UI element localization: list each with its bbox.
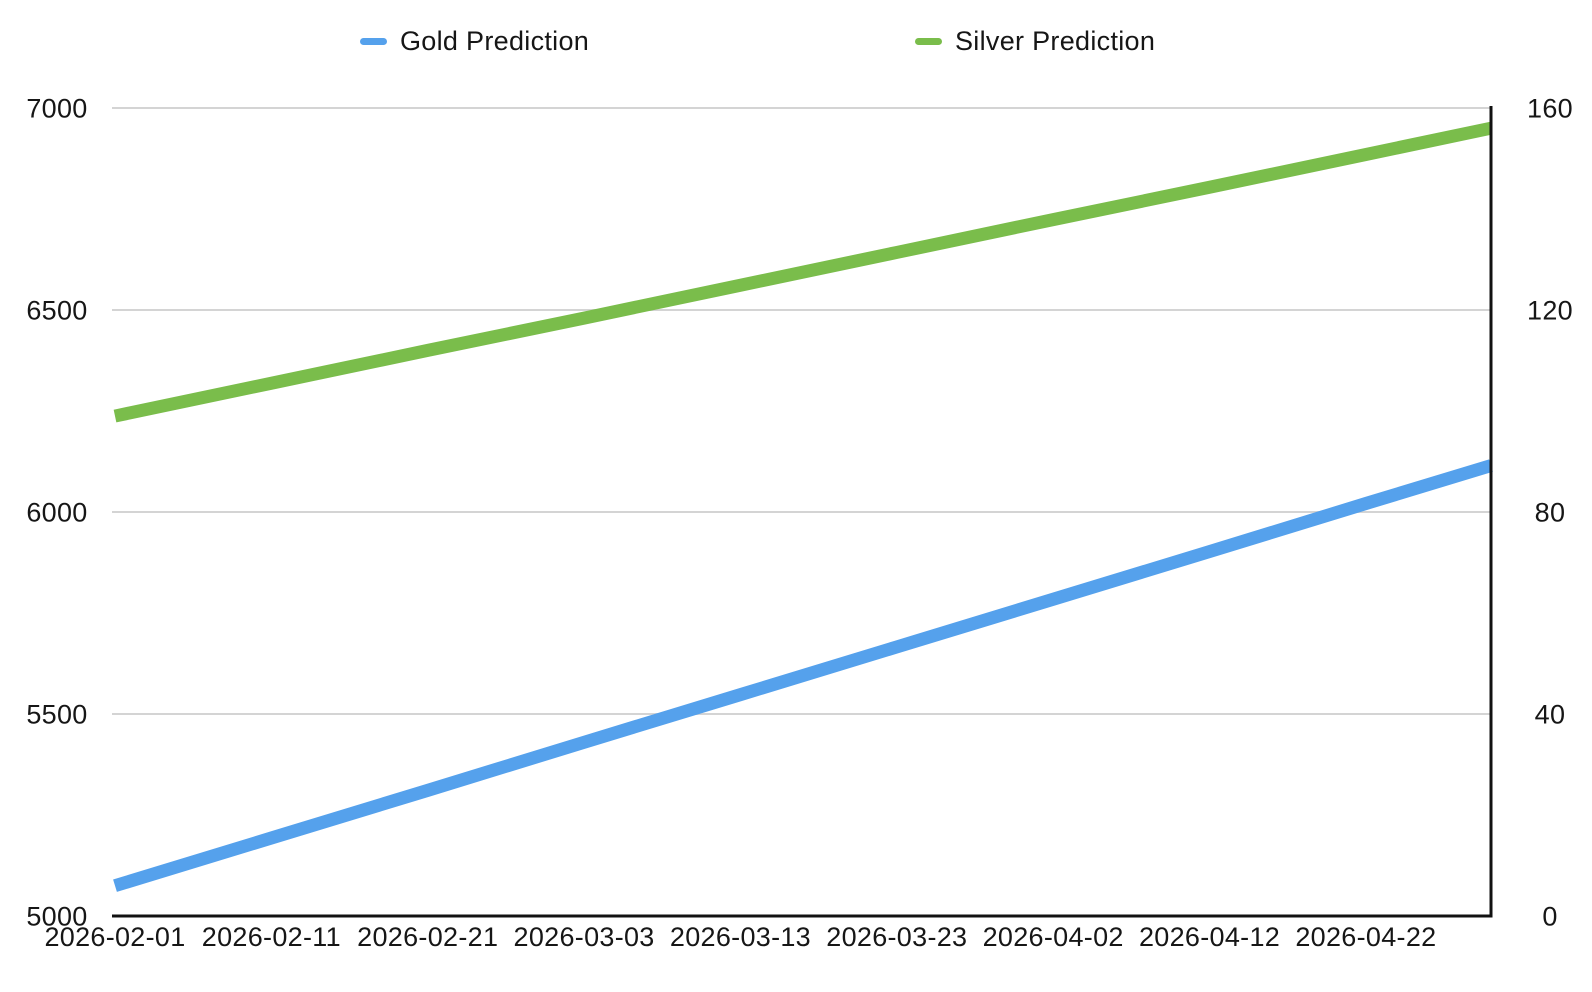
x-axis-tick-label: 2026-03-13 [670, 922, 811, 952]
silver-prediction-line [113, 121, 1493, 423]
x-axis-tick-label: 2026-04-02 [983, 922, 1124, 952]
x-axis-tick-label: 2026-03-03 [514, 922, 655, 952]
x-axis-tick-label: 2026-03-23 [826, 922, 967, 952]
silver-legend-dash-icon [915, 37, 942, 45]
right-axis-tick-label: 80 [1535, 498, 1566, 528]
right-axis-tick-label: 40 [1535, 700, 1566, 730]
legend-item-silver-prediction[interactable]: Silver Prediction [915, 25, 1156, 56]
x-axis-tick-label: 2026-02-11 [202, 922, 341, 952]
x-axis-tick-label: 2026-04-12 [1139, 922, 1280, 952]
left-axis-tick-label: 5500 [26, 700, 87, 730]
legend-label-silver: Silver Prediction [955, 25, 1156, 56]
legend: Gold Prediction Silver Prediction [0, 0, 1592, 60]
left-axis-tick-label: 6000 [26, 498, 87, 528]
gold-legend-dash-icon [360, 37, 387, 45]
legend-label-gold: Gold Prediction [400, 25, 590, 56]
left-axis-tick-label: 5000 [26, 902, 87, 932]
legend-item-gold-prediction[interactable]: Gold Prediction [360, 25, 590, 56]
gold-prediction-line [113, 459, 1493, 892]
left-axis-tick-label: 6500 [26, 296, 87, 326]
x-axis-tick-label: 2026-02-21 [357, 922, 498, 952]
right-axis-tick-label: 120 [1527, 296, 1573, 326]
x-axis-tick-label: 2026-02-01 [44, 922, 185, 952]
right-axis-tick-label: 160 [1527, 94, 1573, 124]
x-axis-tick-label: 2026-04-22 [1295, 922, 1436, 952]
right-axis-tick-label: 0 [1542, 902, 1557, 932]
left-axis-tick-label: 7000 [26, 94, 87, 124]
